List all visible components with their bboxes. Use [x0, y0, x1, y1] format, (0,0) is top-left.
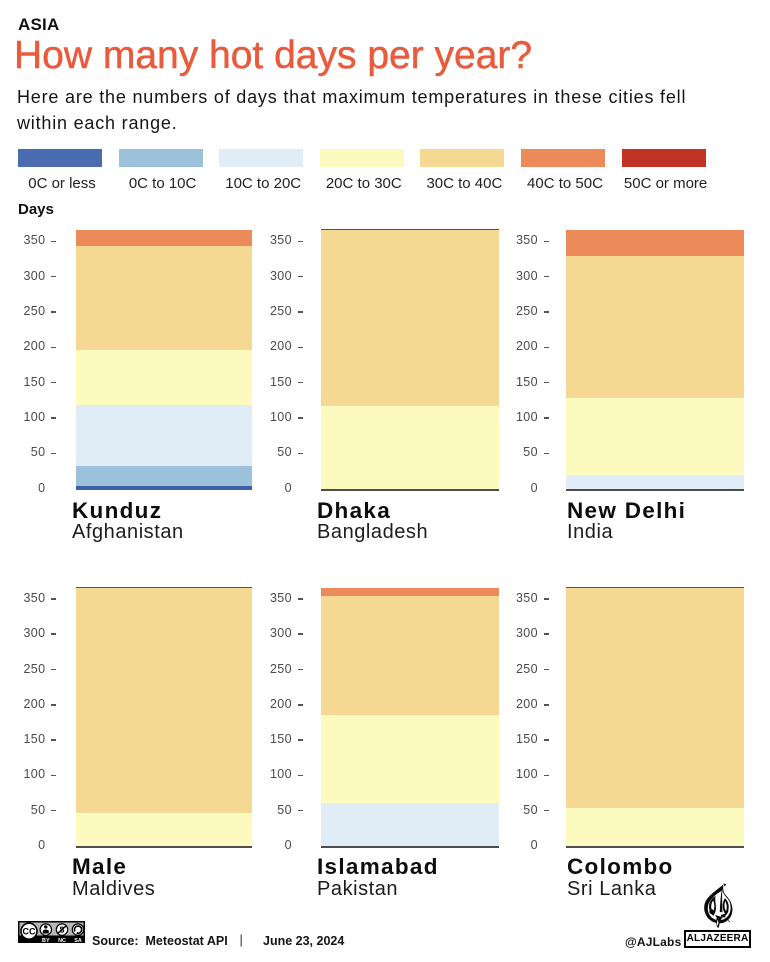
svg-text:NC: NC: [58, 938, 66, 943]
svg-text:SA: SA: [74, 938, 82, 943]
svg-text:BY: BY: [42, 938, 50, 943]
svg-text:CC: CC: [23, 926, 36, 936]
